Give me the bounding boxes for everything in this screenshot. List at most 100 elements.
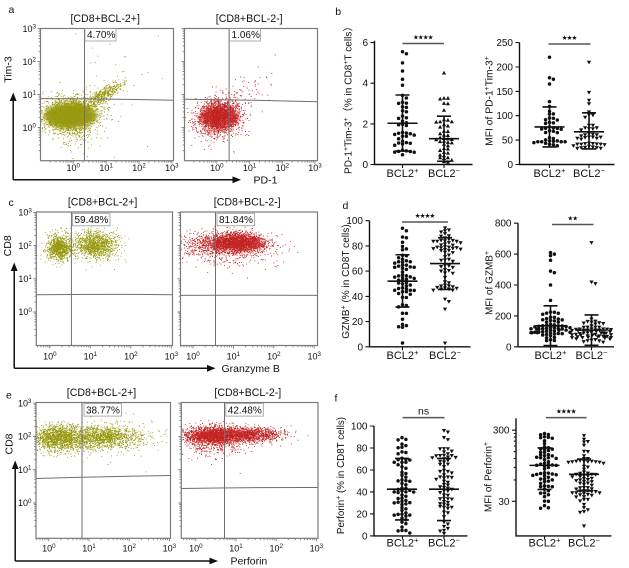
svg-text:BCL2+: BCL2+ xyxy=(387,348,420,362)
svg-text:60: 60 xyxy=(352,267,364,278)
svg-text:600: 600 xyxy=(495,250,512,261)
svg-text:0: 0 xyxy=(357,342,363,353)
svg-text:BCL2−: BCL2− xyxy=(573,166,606,180)
svg-text:300: 300 xyxy=(493,426,510,437)
svg-text:4: 4 xyxy=(362,79,368,90)
svg-text:102: 102 xyxy=(18,241,32,251)
svg-text:BCL2+: BCL2+ xyxy=(387,166,420,180)
svg-text:103: 103 xyxy=(18,398,32,408)
svg-text:30: 30 xyxy=(498,497,510,508)
svg-text:38.77%: 38.77% xyxy=(86,405,120,416)
svg-text:CD8: CD8 xyxy=(2,235,14,256)
svg-text:PD-1+Tim-3+（% in CD8+T cells）: PD-1+Tim-3+（% in CD8+T cells） xyxy=(343,21,355,174)
svg-text:101: 101 xyxy=(227,351,241,361)
svg-text:BCL2−: BCL2− xyxy=(576,348,609,362)
svg-text:101: 101 xyxy=(18,274,32,284)
svg-text:60: 60 xyxy=(356,466,368,477)
svg-text:PD-1: PD-1 xyxy=(254,175,278,187)
svg-text:100: 100 xyxy=(43,351,57,361)
svg-text:101: 101 xyxy=(18,465,32,475)
svg-text:100: 100 xyxy=(496,111,513,122)
svg-text:100: 100 xyxy=(18,307,32,317)
svg-text:102: 102 xyxy=(132,163,146,173)
svg-text:BCL2+: BCL2+ xyxy=(535,348,568,362)
svg-text:103: 103 xyxy=(307,351,321,361)
svg-text:800: 800 xyxy=(495,219,512,230)
svg-text:100: 100 xyxy=(351,422,368,433)
svg-text:[CD8+BCL-2+]: [CD8+BCL-2+] xyxy=(68,197,138,209)
svg-text:42.48%: 42.48% xyxy=(228,405,262,416)
svg-text:1.06%: 1.06% xyxy=(232,30,260,41)
svg-text:100: 100 xyxy=(42,543,56,553)
svg-text:MFI of Perforin+: MFI of Perforin+ xyxy=(483,442,495,512)
svg-text:81.84%: 81.84% xyxy=(219,215,253,226)
svg-text:100: 100 xyxy=(18,498,32,508)
svg-text:b: b xyxy=(335,6,341,18)
svg-text:20: 20 xyxy=(356,509,368,520)
svg-text:100: 100 xyxy=(186,351,200,361)
svg-text:6: 6 xyxy=(362,38,368,49)
svg-text:103: 103 xyxy=(18,207,32,217)
svg-text:0: 0 xyxy=(506,342,512,353)
svg-text:200: 200 xyxy=(496,63,513,74)
svg-text:100: 100 xyxy=(189,543,203,553)
svg-text:0: 0 xyxy=(362,531,368,542)
svg-text:BCL2−: BCL2− xyxy=(568,536,601,550)
svg-text:103: 103 xyxy=(163,543,177,553)
svg-text:102: 102 xyxy=(18,431,32,441)
svg-text:[CD8+BCL-2+]: [CD8+BCL-2+] xyxy=(67,387,137,399)
svg-text:[CD8+BCL-2-]: [CD8+BCL-2-] xyxy=(214,387,281,399)
svg-text:[CD8+BCL-2+]: [CD8+BCL-2+] xyxy=(70,13,140,25)
svg-text:CD8: CD8 xyxy=(4,433,16,454)
svg-text:102: 102 xyxy=(124,351,138,361)
svg-text:c: c xyxy=(9,197,14,209)
svg-text:103: 103 xyxy=(23,24,37,34)
svg-text:0: 0 xyxy=(507,160,513,171)
svg-text:150: 150 xyxy=(496,87,513,98)
svg-text:100: 100 xyxy=(23,123,37,133)
svg-text:Perforin+ (% in CD8T cells): Perforin+ (% in CD8T cells) xyxy=(336,417,348,534)
svg-text:20: 20 xyxy=(352,317,364,328)
svg-text:BCL2−: BCL2− xyxy=(428,536,461,550)
svg-text:102: 102 xyxy=(267,351,281,361)
svg-text:250: 250 xyxy=(496,38,513,49)
svg-text:[CD8+BCL-2-]: [CD8+BCL-2-] xyxy=(216,13,283,25)
svg-text:101: 101 xyxy=(229,543,243,553)
svg-text:101: 101 xyxy=(99,163,113,173)
svg-text:101: 101 xyxy=(243,163,257,173)
svg-text:[CD8+BCL-2-]: [CD8+BCL-2-] xyxy=(214,197,281,209)
svg-text:Tim-3: Tim-3 xyxy=(3,56,15,83)
svg-text:59.48%: 59.48% xyxy=(75,215,109,226)
svg-text:40: 40 xyxy=(352,292,364,303)
svg-text:2: 2 xyxy=(362,119,368,130)
svg-text:BCL2+: BCL2+ xyxy=(529,536,562,550)
svg-text:a: a xyxy=(9,4,15,16)
svg-text:103: 103 xyxy=(310,543,324,553)
svg-text:100: 100 xyxy=(210,163,224,173)
svg-text:GZMB+ (% in CD8T cells): GZMB+ (% in CD8T cells) xyxy=(341,224,353,338)
svg-text:BCL2+: BCL2+ xyxy=(387,536,420,550)
svg-text:100: 100 xyxy=(66,163,80,173)
svg-text:80: 80 xyxy=(356,444,368,455)
svg-text:f: f xyxy=(335,393,338,405)
svg-text:103: 103 xyxy=(308,163,322,173)
svg-text:200: 200 xyxy=(495,311,512,322)
svg-text:400: 400 xyxy=(495,281,512,292)
svg-text:80: 80 xyxy=(352,241,364,252)
svg-text:BCL2−: BCL2− xyxy=(428,166,461,180)
svg-text:e: e xyxy=(6,390,12,402)
svg-text:102: 102 xyxy=(269,543,283,553)
svg-text:102: 102 xyxy=(23,57,37,67)
svg-text:101: 101 xyxy=(23,90,37,100)
svg-text:101: 101 xyxy=(84,351,98,361)
svg-text:BCL2−: BCL2− xyxy=(429,348,462,362)
svg-text:Perforin: Perforin xyxy=(231,556,268,568)
svg-text:ns: ns xyxy=(418,405,429,417)
svg-text:50: 50 xyxy=(502,136,514,147)
svg-text:100: 100 xyxy=(346,216,363,227)
svg-text:103: 103 xyxy=(165,351,179,361)
svg-text:102: 102 xyxy=(276,163,290,173)
svg-text:102: 102 xyxy=(122,543,136,553)
svg-text:4.70%: 4.70% xyxy=(87,30,115,41)
svg-text:MFI of GZMB+: MFI of GZMB+ xyxy=(484,251,496,315)
